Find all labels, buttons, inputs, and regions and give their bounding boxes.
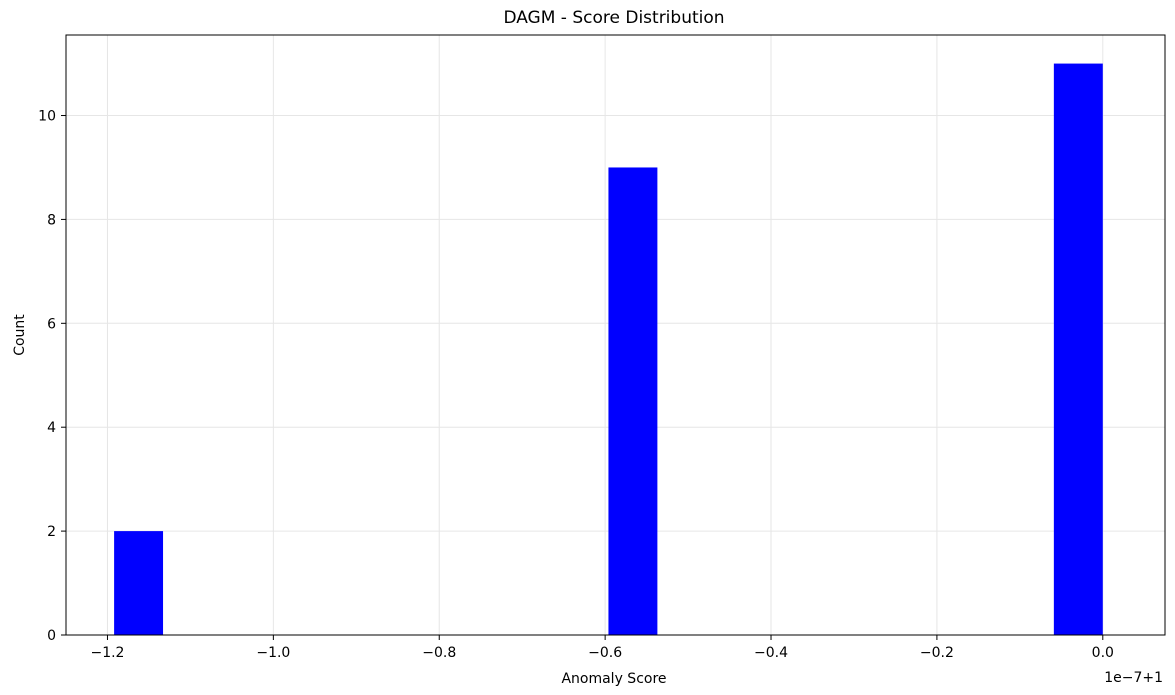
x-tick-label: −1.0	[256, 645, 290, 661]
histogram-bar	[1053, 63, 1103, 636]
x-tick-label: 0.0	[1092, 645, 1114, 661]
x-tick-label: −0.6	[588, 645, 622, 661]
x-tick-label: −0.8	[422, 645, 456, 661]
chart-title: DAGM - Score Distribution	[503, 8, 724, 28]
histogram-bar	[114, 531, 164, 635]
x-axis-offset-label: 1e−7+1	[1104, 670, 1163, 686]
y-tick-label: 8	[47, 212, 56, 228]
x-tick-label: −0.2	[920, 645, 954, 661]
histogram-bar	[608, 167, 658, 635]
x-axis-label: Anomaly Score	[561, 671, 666, 687]
y-tick-label: 4	[47, 420, 56, 436]
y-tick-label: 0	[47, 628, 56, 644]
y-axis-ticks: 0 2 4 6 8 10	[38, 109, 66, 644]
plot-frame	[65, 34, 1166, 636]
x-axis-ticks: −1.2 −1.0 −0.8 −0.6 −0.4 −0.2 0.0	[90, 635, 1114, 661]
bars	[114, 63, 1103, 636]
x-tick-label: −1.2	[90, 645, 124, 661]
y-axis-label: Count	[12, 314, 28, 356]
y-tick-label: 6	[47, 316, 56, 332]
y-tick-label: 10	[38, 109, 56, 125]
y-tick-label: 2	[47, 524, 56, 540]
x-tick-label: −0.4	[754, 645, 788, 661]
